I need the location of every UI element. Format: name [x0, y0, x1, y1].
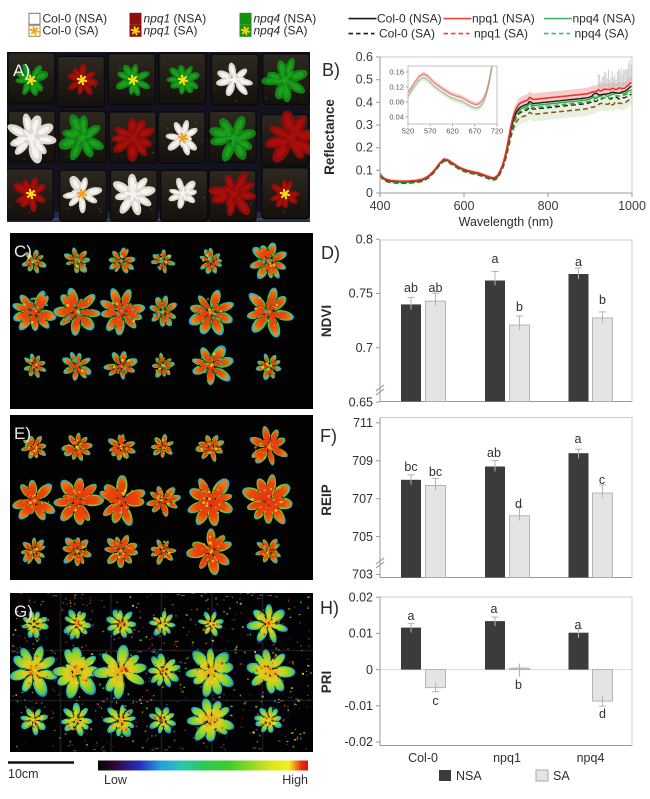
svg-text:711: 711: [353, 416, 373, 430]
svg-text:NSA: NSA: [456, 769, 482, 783]
svg-text:0.7: 0.7: [356, 341, 373, 355]
svg-text:670: 670: [469, 127, 482, 136]
svg-text:d: d: [599, 707, 606, 721]
svg-text:a: a: [408, 609, 415, 623]
svg-text:0.5: 0.5: [356, 73, 373, 87]
svg-text:0.02: 0.02: [349, 590, 373, 604]
svg-text:npq4 (SA): npq4 (SA): [254, 24, 308, 38]
svg-text:Col-0 (NSA): Col-0 (NSA): [43, 12, 108, 26]
svg-text:npq1 (NSA): npq1 (NSA): [144, 12, 207, 26]
svg-text:0.08: 0.08: [389, 98, 404, 107]
svg-text:520: 520: [402, 127, 415, 136]
svg-text:bc: bc: [429, 465, 442, 479]
svg-text:ab: ab: [404, 281, 418, 295]
svg-text:F): F): [320, 426, 337, 446]
svg-text:bc: bc: [404, 460, 417, 474]
svg-text:ab: ab: [487, 446, 501, 460]
svg-text:npq4 (NSA): npq4 (NSA): [573, 12, 636, 26]
svg-text:620: 620: [446, 127, 459, 136]
svg-text:b: b: [599, 293, 606, 307]
svg-text:npq1 (NSA): npq1 (NSA): [472, 12, 535, 26]
svg-text:c: c: [599, 473, 605, 487]
svg-text:Col-0: Col-0: [408, 751, 438, 765]
svg-text:Wavelength (nm): Wavelength (nm): [459, 215, 554, 229]
svg-text:npq4: npq4: [577, 751, 605, 765]
svg-text:0.4: 0.4: [356, 95, 373, 109]
svg-text:a: a: [575, 432, 582, 446]
svg-text:b: b: [515, 678, 522, 692]
svg-text:B): B): [322, 60, 340, 80]
svg-text:705: 705: [352, 530, 373, 544]
svg-text:npq1: npq1: [493, 751, 521, 765]
svg-text:npq1 (SA): npq1 (SA): [474, 27, 528, 41]
svg-text:0.6: 0.6: [356, 50, 373, 64]
svg-text:Col-0 (SA): Col-0 (SA): [379, 27, 435, 41]
svg-text:G): G): [14, 602, 33, 621]
svg-text:NDVI: NDVI: [319, 305, 334, 337]
svg-text:-0.02: -0.02: [345, 735, 374, 749]
svg-text:npq4 (NSA): npq4 (NSA): [254, 12, 317, 26]
svg-text:D): D): [321, 243, 340, 263]
svg-text:600: 600: [454, 199, 475, 213]
svg-text:0.75: 0.75: [349, 287, 373, 301]
svg-text:Col-0 (NSA): Col-0 (NSA): [377, 12, 442, 26]
svg-text:A): A): [13, 61, 30, 80]
svg-text:npq1 (SA): npq1 (SA): [144, 24, 198, 38]
svg-text:0: 0: [366, 663, 373, 677]
svg-text:REIP: REIP: [319, 484, 334, 516]
svg-text:a: a: [575, 618, 582, 632]
svg-text:ab: ab: [429, 281, 443, 295]
svg-text:C): C): [14, 242, 32, 261]
svg-text:0.2: 0.2: [356, 141, 373, 155]
svg-text:0.3: 0.3: [356, 118, 373, 132]
svg-text:High: High: [282, 773, 308, 787]
svg-text:0: 0: [366, 186, 373, 200]
svg-text:b: b: [516, 300, 523, 314]
svg-text:a: a: [492, 252, 499, 266]
svg-text:400: 400: [370, 199, 391, 213]
svg-text:H): H): [320, 598, 339, 618]
svg-text:0.12: 0.12: [389, 83, 404, 92]
svg-text:Col-0 (SA): Col-0 (SA): [43, 24, 99, 38]
svg-text:a: a: [491, 602, 498, 616]
svg-text:0.1: 0.1: [356, 163, 373, 177]
svg-text:Reflectance: Reflectance: [322, 99, 337, 175]
svg-text:d: d: [515, 497, 522, 511]
svg-text:npq4 (SA): npq4 (SA): [575, 27, 629, 41]
svg-text:-0.01: -0.01: [345, 699, 374, 713]
svg-text:709: 709: [352, 454, 373, 468]
svg-text:0.8: 0.8: [356, 232, 373, 246]
svg-text:0.01: 0.01: [349, 627, 373, 641]
svg-text:720: 720: [491, 127, 504, 136]
svg-text:c: c: [432, 694, 438, 708]
svg-text:a: a: [575, 255, 582, 269]
svg-text:707: 707: [352, 492, 373, 506]
svg-text:SA: SA: [553, 769, 570, 783]
svg-text:0.04: 0.04: [389, 113, 404, 122]
svg-text:0.65: 0.65: [349, 395, 373, 409]
svg-text:Low: Low: [104, 773, 128, 787]
svg-text:800: 800: [538, 199, 559, 213]
svg-text:PRI: PRI: [319, 671, 334, 694]
svg-text:E): E): [14, 424, 31, 443]
svg-text:10cm: 10cm: [8, 767, 39, 781]
svg-text:0.16: 0.16: [389, 68, 404, 77]
svg-text:1000: 1000: [618, 199, 646, 213]
svg-text:570: 570: [424, 127, 437, 136]
svg-text:703: 703: [352, 568, 373, 582]
